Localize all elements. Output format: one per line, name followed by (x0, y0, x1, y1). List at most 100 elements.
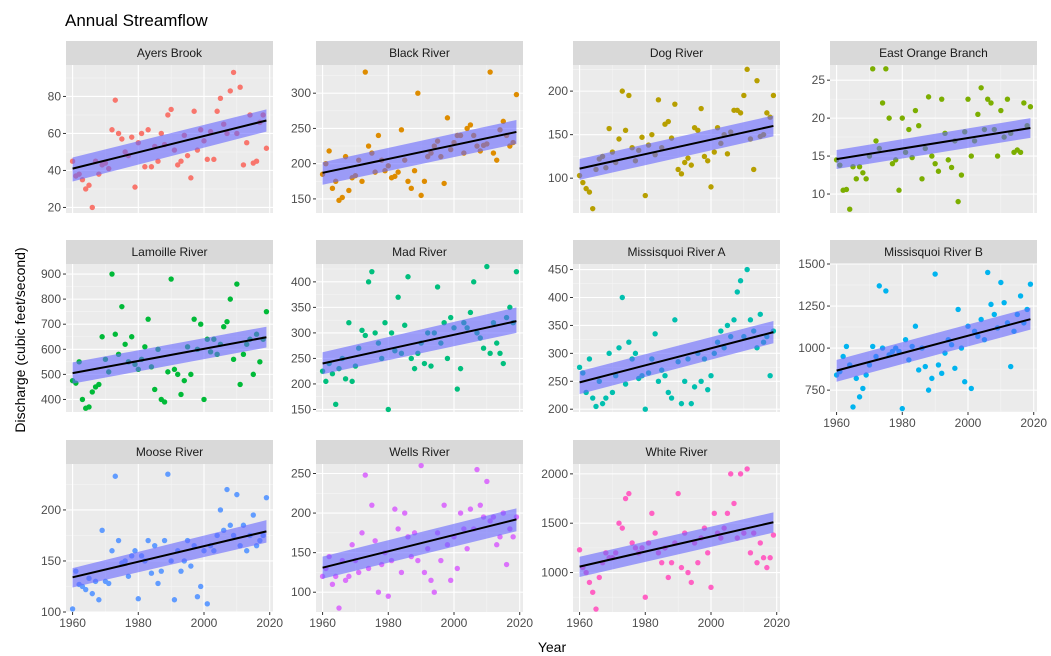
facet-strip-label: East Orange Branch (879, 46, 988, 60)
data-point (129, 134, 135, 140)
data-point (494, 542, 500, 548)
facet-white-river: White River 1000 1500 2000 1960 1980 2000 2020 (541, 440, 790, 630)
data-point (408, 185, 414, 192)
data-point (863, 176, 869, 182)
data-point (434, 284, 441, 290)
data-point (184, 152, 191, 159)
data-point (896, 187, 902, 193)
y-axis-title: Discharge (cubic feet/second) (12, 247, 28, 432)
data-point (955, 198, 961, 205)
data-point (395, 169, 401, 175)
data-point (227, 522, 233, 528)
facet-strip-label: Mad River (392, 245, 447, 259)
y-tick-label: 750 (805, 383, 825, 397)
data-point (221, 324, 227, 330)
data-point (342, 577, 349, 584)
data-point (454, 565, 460, 572)
data-point (188, 371, 194, 378)
data-point (843, 186, 850, 193)
data-point (119, 303, 125, 310)
x-tick-label: 2020 (506, 616, 533, 630)
data-point (369, 502, 375, 508)
data-point (175, 371, 181, 378)
data-point (217, 95, 224, 102)
facet-strip-label: White River (645, 445, 707, 459)
trend-line (322, 518, 517, 569)
data-point (362, 332, 368, 339)
trend-line (322, 130, 517, 174)
data-point (678, 400, 685, 407)
data-point (359, 530, 365, 536)
data-point (165, 112, 171, 118)
y-tick-label: 900 (41, 267, 61, 281)
data-point (411, 365, 418, 372)
data-point (672, 317, 678, 323)
data-point (411, 168, 418, 174)
data-point (705, 158, 711, 164)
data-point (408, 355, 414, 362)
data-point (642, 594, 648, 600)
facet-strip-label: Missisquoi River A (627, 245, 725, 259)
data-point (688, 162, 694, 168)
data-point (83, 586, 89, 593)
data-point (497, 350, 503, 357)
facet-strip (573, 440, 780, 464)
data-point (718, 328, 724, 334)
data-point (583, 185, 589, 192)
data-point (188, 563, 194, 569)
y-tick-label: 200 (41, 503, 61, 517)
data-point (421, 569, 428, 576)
data-point (770, 532, 777, 538)
data-point (145, 127, 151, 133)
facet-moose-river: Moose River 100 150 200 1960 1980 2000 2020 (41, 440, 283, 630)
data-point (1021, 100, 1027, 106)
data-point (883, 66, 889, 72)
data-point (1008, 363, 1014, 370)
facet-strip (573, 240, 780, 264)
data-point (1017, 149, 1024, 155)
data-point (586, 189, 593, 195)
data-point (688, 400, 694, 407)
data-point (708, 584, 714, 591)
y-tick-label: 150 (291, 546, 311, 560)
data-point (326, 148, 332, 154)
y-tick-label: 400 (291, 275, 311, 289)
data-point (593, 403, 599, 410)
data-point (1027, 281, 1034, 287)
data-point (428, 577, 434, 584)
data-point (375, 132, 382, 139)
data-point (626, 92, 632, 99)
data-point (744, 466, 750, 472)
data-point (421, 178, 428, 184)
y-tick-label: 350 (548, 318, 568, 332)
data-point (250, 371, 256, 378)
data-point (448, 577, 454, 584)
data-point (622, 381, 629, 387)
data-point (655, 97, 662, 103)
data-point (724, 151, 731, 157)
data-point (204, 156, 210, 163)
x-tick-label: 1980 (889, 416, 916, 430)
data-point (132, 548, 138, 554)
data-point (922, 363, 928, 370)
data-point (257, 359, 263, 365)
data-point (224, 318, 230, 325)
facet-strip-label: Moose River (136, 445, 203, 459)
facet-strip (830, 240, 1037, 264)
data-point (474, 466, 480, 473)
y-tick-label: 15 (812, 149, 826, 163)
data-point (487, 350, 493, 357)
facet-missisquoi-river-a: Missisquoi River A 200 250 300 350 400 450 (548, 240, 780, 416)
data-point (513, 268, 520, 275)
data-point (760, 555, 767, 561)
data-point (968, 385, 974, 392)
data-point (125, 573, 132, 579)
data-point (916, 367, 922, 373)
data-point (616, 136, 622, 142)
data-point (99, 334, 105, 340)
y-tick-label: 150 (291, 402, 311, 416)
facet-strip-label: Dog River (650, 46, 703, 60)
y-tick-label: 200 (548, 84, 568, 98)
y-tick-label: 2000 (541, 467, 568, 481)
